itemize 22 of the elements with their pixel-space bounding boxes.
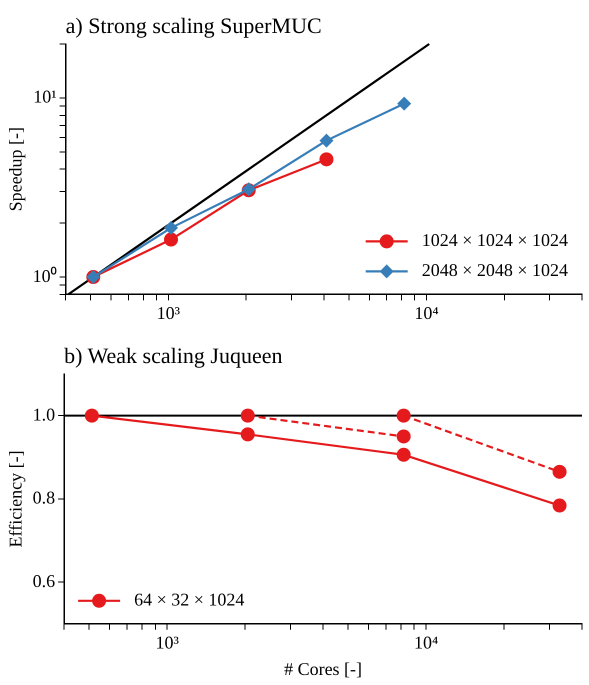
chart-title: b) Weak scaling Juqueen [64, 342, 282, 368]
point [319, 152, 334, 166]
x-axis-title: # Cores [-] [284, 658, 362, 679]
y-axis-title: Speedup [-] [6, 126, 26, 212]
y-tick-label: 10⁰ [32, 266, 57, 286]
y-axis-title: Efficiency [-] [6, 450, 26, 548]
x-tick-label: 10⁴ [414, 302, 439, 323]
legend-label: 2048 × 2048 × 1024 [422, 260, 568, 280]
y-tick-label: 0.6 [32, 570, 56, 591]
point [319, 134, 334, 148]
legend-label: 64 × 32 × 1024 [134, 590, 244, 610]
y-tick-label: 0.8 [32, 488, 56, 508]
point [397, 96, 412, 111]
point [164, 232, 178, 247]
x-tick-label: 10⁴ [414, 632, 438, 652]
legend-label: 1024 × 1024 × 1024 [422, 230, 568, 250]
y-tick-label: 1.0 [32, 404, 56, 424]
chart-title: a) Strong scaling SuperMUC [66, 12, 322, 38]
x-tick-label: 10³ [155, 632, 180, 652]
point [164, 220, 178, 235]
x-tick-label: 10³ [156, 302, 181, 323]
y-tick-label: 10¹ [33, 86, 57, 107]
